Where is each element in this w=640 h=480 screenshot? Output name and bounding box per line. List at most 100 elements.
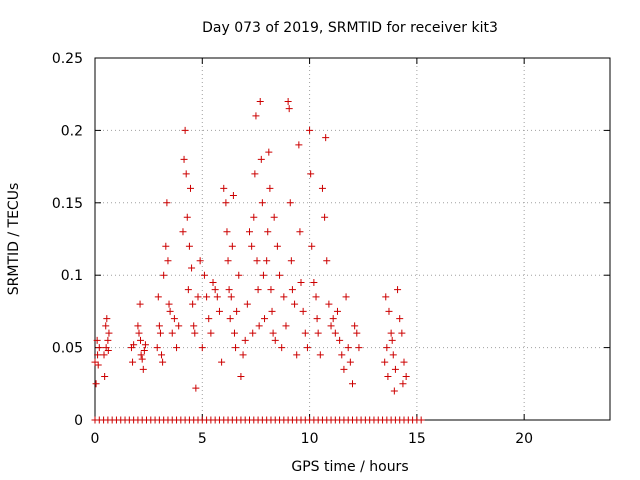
data-point: [229, 192, 237, 200]
plot-frame: [94, 57, 611, 421]
data-point: [303, 344, 311, 352]
data-point: [155, 322, 163, 330]
data-point: [183, 213, 191, 221]
data-point: [331, 329, 339, 337]
data-point: [192, 384, 200, 392]
data-point: [94, 351, 102, 359]
data-point: [329, 315, 337, 323]
data-point: [224, 257, 232, 265]
data-point: [243, 300, 251, 308]
data-point: [325, 300, 333, 308]
data-point: [256, 97, 264, 105]
data-point: [346, 358, 354, 366]
data-point: [271, 336, 279, 344]
data-point: [307, 170, 315, 178]
data-point: [286, 199, 294, 207]
data-point: [138, 355, 146, 363]
data-point: [261, 315, 269, 323]
data-point: [196, 257, 204, 265]
data-point: [248, 242, 256, 250]
data-point: [342, 293, 350, 301]
data-point: [94, 361, 102, 369]
x-tick-label: 10: [301, 431, 319, 447]
grid: [95, 58, 610, 420]
data-point: [235, 271, 243, 279]
data-point: [254, 286, 262, 294]
data-point: [296, 228, 304, 236]
x-tick-label: 0: [91, 431, 100, 447]
y-tick-label: 0.05: [52, 341, 83, 357]
y-tick-label: 0.1: [61, 268, 83, 284]
data-point: [314, 329, 322, 337]
x-tick-label: 5: [198, 431, 207, 447]
data-point: [194, 293, 202, 301]
data-point: [198, 344, 206, 352]
data-point: [285, 105, 293, 113]
y-axis-label: SRMTID / TECUs: [6, 183, 22, 296]
data-point: [402, 373, 410, 381]
data-point: [301, 329, 309, 337]
data-point: [381, 358, 389, 366]
data-point: [95, 344, 103, 352]
data-point: [225, 286, 233, 294]
data-point: [270, 213, 278, 221]
data-point: [141, 341, 149, 349]
data-point: [293, 351, 301, 359]
data-point: [310, 278, 318, 286]
data-point: [103, 315, 111, 323]
data-point: [102, 322, 110, 330]
data-point: [398, 329, 406, 337]
data-point: [268, 307, 276, 315]
data-point: [230, 329, 238, 337]
data-point: [189, 300, 197, 308]
data-point: [233, 307, 241, 315]
data-point: [327, 322, 335, 330]
data-point: [159, 358, 167, 366]
data-point: [92, 380, 100, 388]
data-point: [333, 307, 341, 315]
data-point: [264, 228, 272, 236]
data-point: [165, 300, 173, 308]
data-point: [265, 148, 273, 156]
data-point: [297, 278, 305, 286]
y-tick-label: 0.2: [61, 123, 83, 139]
data-point: [344, 344, 352, 352]
data-point: [162, 242, 170, 250]
data-point: [399, 380, 407, 388]
data-point: [232, 344, 240, 352]
data-point: [417, 416, 425, 424]
data-point: [295, 141, 303, 149]
data-point: [278, 344, 286, 352]
data-point: [322, 134, 330, 142]
data-point: [228, 242, 236, 250]
data-point: [258, 199, 266, 207]
data-point: [135, 329, 143, 337]
y-tick-label: 0: [74, 413, 83, 429]
data-point: [252, 112, 260, 120]
data-points: [91, 97, 425, 424]
data-point: [209, 278, 217, 286]
data-point: [179, 228, 187, 236]
data-point: [190, 322, 198, 330]
data-point: [166, 307, 174, 315]
y-tick-label: 0.15: [52, 196, 83, 212]
data-point: [316, 351, 324, 359]
data-point: [384, 373, 392, 381]
data-point: [318, 184, 326, 192]
data-point: [391, 365, 399, 373]
data-point: [389, 351, 397, 359]
x-tick-label: 20: [515, 431, 533, 447]
data-point: [211, 286, 219, 294]
data-point: [222, 199, 230, 207]
data-point: [308, 242, 316, 250]
data-point: [140, 346, 148, 354]
data-point: [136, 300, 144, 308]
data-point: [390, 387, 398, 395]
data-point: [336, 336, 344, 344]
data-point: [154, 293, 162, 301]
data-point: [313, 315, 321, 323]
axis-ticks: 0 0.05 0.1 0.15 0.2 0.25 0 5 10 15 20: [52, 51, 610, 447]
data-point: [163, 199, 171, 207]
data-point: [338, 351, 346, 359]
